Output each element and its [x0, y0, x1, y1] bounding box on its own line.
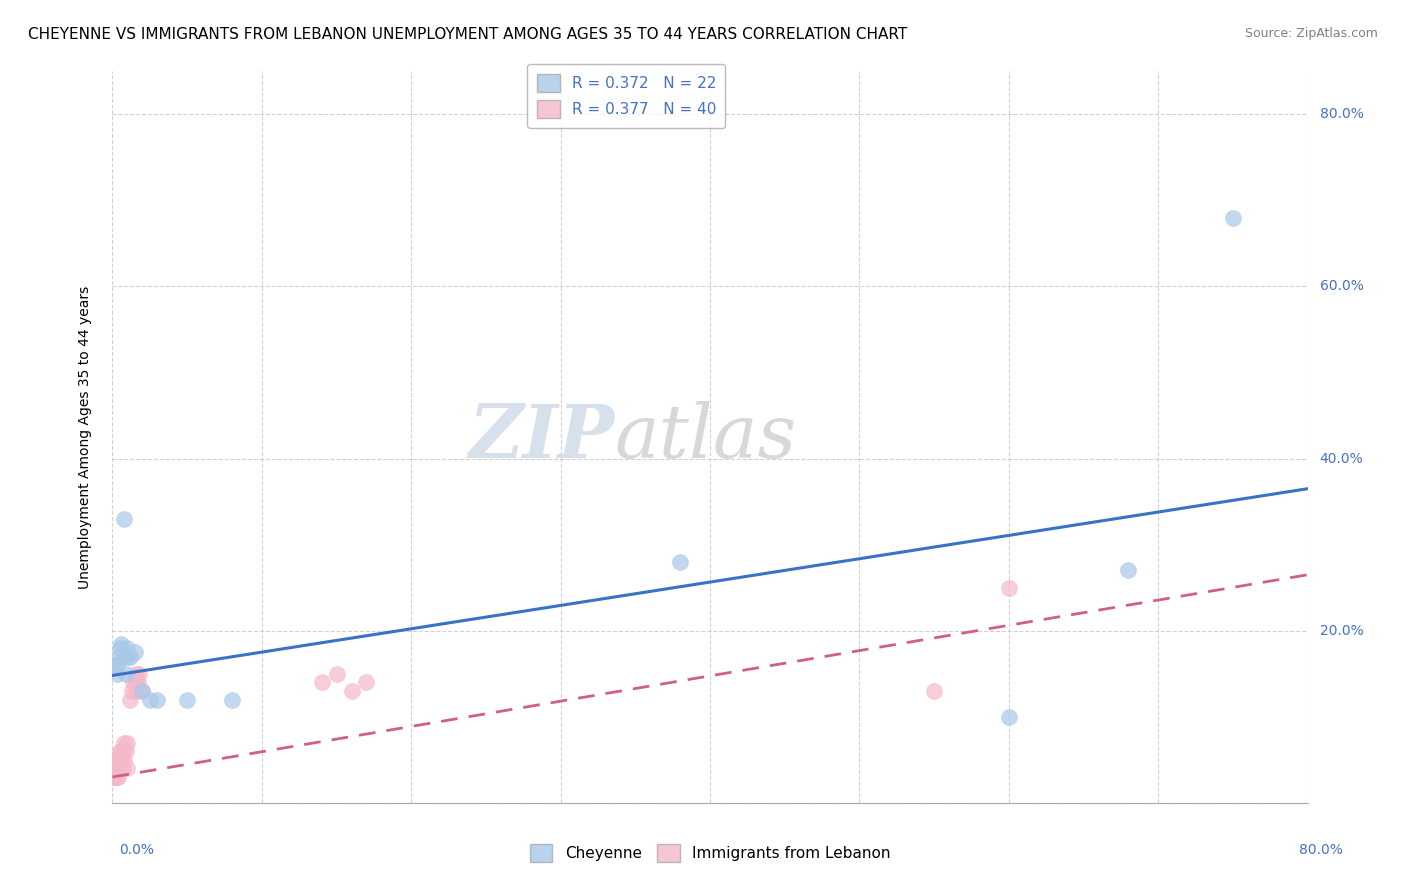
- Text: ZIP: ZIP: [468, 401, 614, 474]
- Point: [103, 761, 125, 775]
- Point: [110, 744, 132, 758]
- Point: [114, 753, 135, 767]
- Point: [125, 675, 148, 690]
- Point: [311, 675, 333, 690]
- Point: [111, 761, 134, 775]
- Legend: Cheyenne, Immigrants from Lebanon: Cheyenne, Immigrants from Lebanon: [523, 838, 897, 868]
- Point: [124, 645, 146, 659]
- Point: [115, 666, 138, 681]
- Text: Source: ZipAtlas.com: Source: ZipAtlas.com: [1244, 27, 1378, 40]
- Y-axis label: Unemployment Among Ages 35 to 44 years: Unemployment Among Ages 35 to 44 years: [77, 285, 91, 589]
- Point: [114, 735, 135, 749]
- Point: [1222, 211, 1244, 225]
- Point: [105, 666, 128, 681]
- Point: [131, 684, 153, 698]
- Text: atlas: atlas: [614, 401, 797, 474]
- Point: [356, 675, 378, 690]
- Point: [125, 666, 148, 681]
- Point: [103, 770, 125, 784]
- Point: [108, 744, 131, 758]
- Point: [104, 770, 127, 784]
- Text: 20.0%: 20.0%: [1320, 624, 1364, 638]
- Point: [105, 761, 128, 775]
- Point: [105, 770, 128, 784]
- Point: [922, 684, 945, 698]
- Point: [105, 761, 128, 775]
- Point: [669, 555, 692, 569]
- Point: [176, 692, 198, 706]
- Point: [110, 637, 132, 651]
- Point: [111, 649, 134, 664]
- Point: [103, 753, 125, 767]
- Point: [139, 692, 162, 706]
- Point: [117, 640, 139, 655]
- Point: [104, 658, 127, 673]
- Point: [108, 640, 131, 655]
- Point: [124, 684, 146, 698]
- Point: [121, 684, 143, 698]
- Point: [105, 753, 128, 767]
- Point: [117, 761, 139, 775]
- Point: [221, 692, 243, 706]
- Point: [120, 649, 142, 664]
- Point: [107, 753, 129, 767]
- Point: [325, 666, 347, 681]
- Point: [105, 658, 128, 673]
- Text: CHEYENNE VS IMMIGRANTS FROM LEBANON UNEMPLOYMENT AMONG AGES 35 TO 44 YEARS CORRE: CHEYENNE VS IMMIGRANTS FROM LEBANON UNEM…: [28, 27, 907, 42]
- Point: [110, 753, 132, 767]
- Point: [115, 744, 138, 758]
- Point: [114, 512, 135, 526]
- Point: [117, 735, 139, 749]
- Point: [122, 675, 145, 690]
- Point: [108, 761, 131, 775]
- Point: [104, 761, 127, 775]
- Point: [117, 649, 139, 664]
- Point: [111, 744, 134, 758]
- Point: [110, 761, 132, 775]
- Point: [131, 684, 153, 698]
- Point: [998, 581, 1021, 595]
- Point: [107, 770, 129, 784]
- Point: [128, 666, 150, 681]
- Point: [1118, 564, 1140, 578]
- Point: [107, 649, 129, 664]
- Text: 0.0%: 0.0%: [120, 843, 155, 857]
- Text: 80.0%: 80.0%: [1320, 107, 1364, 121]
- Point: [998, 710, 1021, 724]
- Point: [146, 692, 169, 706]
- Text: 60.0%: 60.0%: [1320, 279, 1364, 293]
- Point: [104, 753, 127, 767]
- Point: [108, 753, 131, 767]
- Text: 80.0%: 80.0%: [1299, 843, 1343, 857]
- Point: [120, 692, 142, 706]
- Text: 40.0%: 40.0%: [1320, 451, 1364, 466]
- Point: [127, 675, 149, 690]
- Point: [340, 684, 363, 698]
